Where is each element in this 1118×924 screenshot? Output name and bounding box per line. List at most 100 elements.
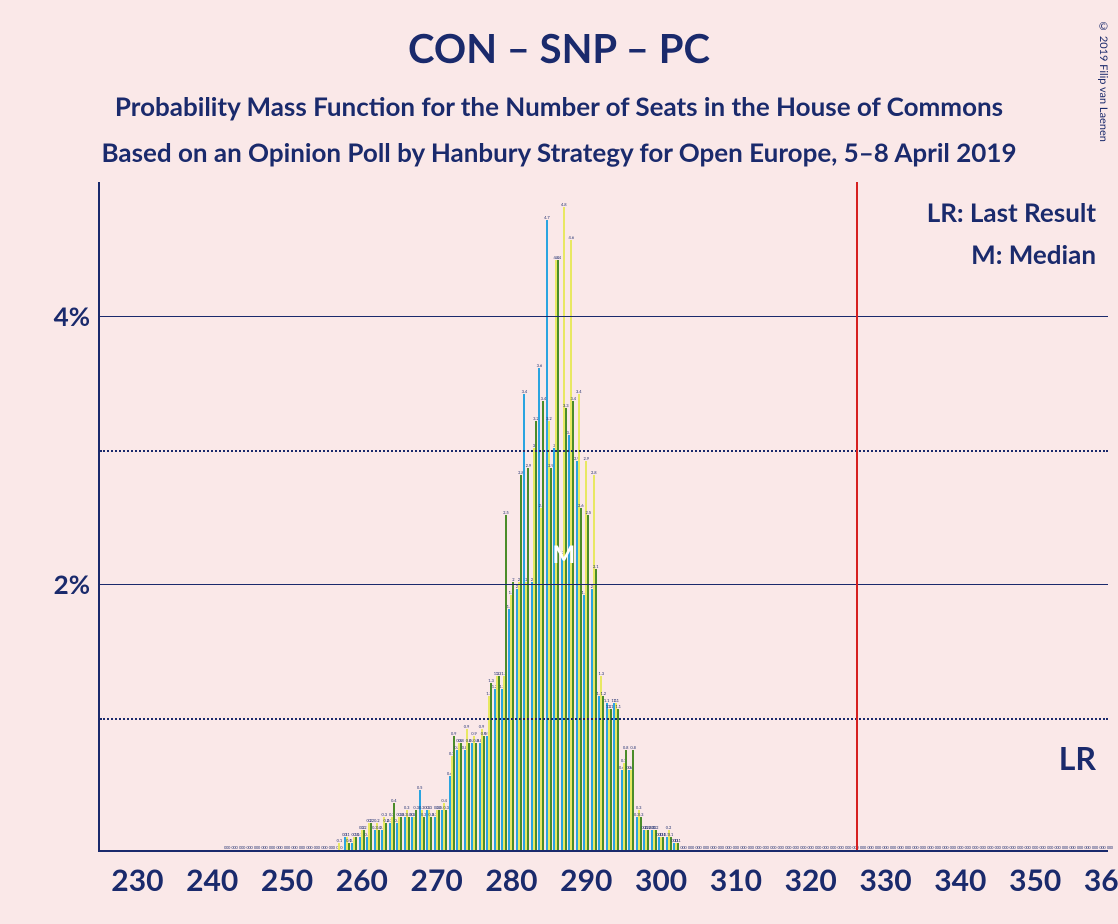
x-tick-label: 320	[785, 862, 837, 898]
bar-value-label: 0	[969, 845, 971, 850]
bar-value-label: 0	[737, 845, 739, 850]
bar: 0.2	[647, 830, 649, 850]
bar: 0.1	[662, 837, 664, 850]
bar-value-label: 2.9	[583, 456, 589, 461]
bar-value-label: 0.9	[451, 731, 457, 736]
bar-value-label: 0.1	[337, 838, 343, 843]
bar-value-label: 0	[258, 845, 260, 850]
bar: 0.9	[483, 736, 485, 850]
bar: 1.3	[490, 683, 492, 851]
chart-subtitle-2: Based on an Opinion Poll by Hanbury Stra…	[0, 136, 1118, 168]
bar-value-label: 0	[901, 845, 903, 850]
bar-value-label: 0	[1111, 845, 1113, 850]
bar-value-label: 2	[512, 577, 514, 582]
bar: 2.8	[520, 475, 522, 850]
bar-value-label: 0	[692, 845, 694, 850]
bar-value-label: 0	[1043, 845, 1045, 850]
bar-value-label: 1.1	[604, 698, 610, 703]
last-result-label: LR	[1059, 738, 1096, 777]
bar: 3.4	[572, 401, 574, 850]
gridline-minor	[100, 718, 1108, 720]
bar-value-label: 0	[1103, 845, 1105, 850]
x-tick-label: 240	[186, 862, 238, 898]
bar-value-label: 0	[280, 845, 282, 850]
bar-value-label: 0	[916, 845, 918, 850]
x-tick-label: 230	[111, 862, 163, 898]
bar-value-label: 0	[767, 845, 769, 850]
bar-value-label: 0	[782, 845, 784, 850]
bar: 0.3	[408, 817, 410, 851]
bar-value-label: 0.1	[675, 838, 681, 843]
bar-value-label: 0	[879, 845, 881, 850]
bar-value-label: 0	[849, 845, 851, 850]
bar-value-label: 0.2	[653, 825, 659, 830]
bars-layer: 0000000000000000000000000000000000000000…	[100, 182, 1108, 850]
bar-value-label: 0	[931, 845, 933, 850]
bar-value-label: 0	[1058, 845, 1060, 850]
bar-value-label: 0	[939, 845, 941, 850]
bar-value-label: 0	[954, 845, 956, 850]
bar-value-label: 0	[744, 845, 746, 850]
bar-value-label: 0	[1073, 845, 1075, 850]
bar-value-label: 0.3	[426, 805, 432, 810]
bar: 2.5	[587, 515, 589, 850]
bar-value-label: 0	[295, 845, 297, 850]
bar-value-label: 0	[243, 845, 245, 850]
bar-value-label: 1.2	[600, 691, 606, 696]
gridline-minor	[100, 450, 1108, 452]
bar: 1.1	[617, 709, 619, 850]
bar: 0.3	[640, 817, 642, 851]
bar-value-label: 0	[946, 845, 948, 850]
bar-value-label: 0	[228, 845, 230, 850]
bar-value-label: 2.8	[591, 470, 597, 475]
bar-value-label: 0	[699, 845, 701, 850]
bar-value-label: 0.2	[374, 818, 380, 823]
bar: 0.3	[438, 810, 440, 850]
bar-value-label: 0	[894, 845, 896, 850]
bar-value-label: 1.3	[598, 671, 604, 676]
bar: 0.8	[475, 743, 477, 850]
bar-value-label: 0	[325, 845, 327, 850]
x-tick-label: 280	[485, 862, 537, 898]
bar-value-label: 0	[976, 845, 978, 850]
bar-value-label: 0	[797, 845, 799, 850]
bar: 2.5	[505, 515, 507, 850]
bar-value-label: 1.1	[615, 704, 621, 709]
bar: 0.8	[460, 743, 462, 850]
bar-value-label: 0	[250, 845, 252, 850]
bar-value-label: 0	[265, 845, 267, 850]
bar-value-label: 0	[961, 845, 963, 850]
bar-value-label: 0	[752, 845, 754, 850]
bar-value-label: 0	[812, 845, 814, 850]
bar-value-label: 0	[774, 845, 776, 850]
bar: 0.9	[453, 736, 455, 850]
bar: 0.2	[378, 830, 380, 850]
x-tick-label: 250	[261, 862, 313, 898]
bar-value-label: 0.2	[666, 825, 672, 830]
bar-value-label: 0	[1096, 845, 1098, 850]
gridline	[100, 316, 1108, 317]
bar: 1.3	[498, 676, 500, 850]
x-tick-label: 330	[859, 862, 911, 898]
bar: 3.3	[565, 408, 567, 850]
bar-value-label: 3.4	[522, 389, 528, 394]
last-result-line	[856, 182, 858, 850]
bar-value-label: 0.3	[381, 812, 387, 817]
x-tick-label: 260	[336, 862, 388, 898]
bar-value-label: 1.3	[488, 678, 494, 683]
bar: 2.9	[527, 468, 529, 850]
bar-value-label: 0.8	[458, 738, 464, 743]
bar-value-label: 0	[722, 845, 724, 850]
x-tick-label: 270	[411, 862, 463, 898]
bar-value-label: 4.6	[569, 235, 575, 240]
bar-value-label: 0	[759, 845, 761, 850]
bar-value-label: 0	[827, 845, 829, 850]
bar-value-label: 0	[333, 845, 335, 850]
bar-value-label: 4.7	[544, 215, 550, 220]
bar: 0.1	[348, 843, 350, 850]
x-tick-label: 340	[934, 862, 986, 898]
bar-value-label: 0.3	[636, 805, 642, 810]
bar-value-label: 0	[729, 845, 731, 850]
bar-value-label: 0	[235, 845, 237, 850]
bar-value-label: 3.3	[563, 403, 569, 408]
